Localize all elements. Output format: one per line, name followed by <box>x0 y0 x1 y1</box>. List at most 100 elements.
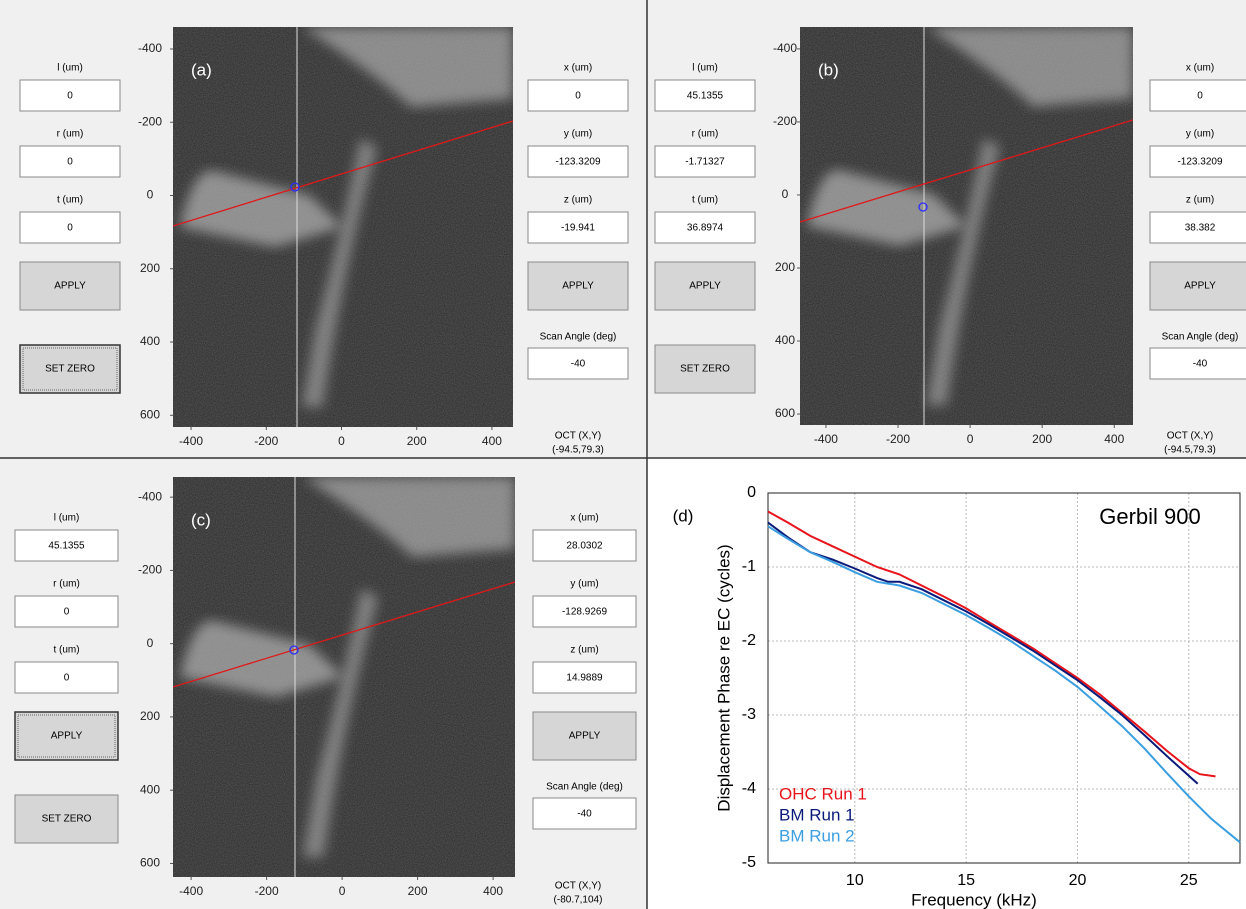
panel-label: (b) <box>818 60 839 79</box>
panel-label: (a) <box>191 60 212 79</box>
oct-value: (-94.5,79.3) <box>552 445 604 456</box>
apply-button[interactable] <box>532 711 637 761</box>
y-tick-label: 400 <box>140 782 160 796</box>
x-tick-label: -200 <box>255 884 279 898</box>
grain <box>800 27 1133 425</box>
legend-entry: BM Run 2 <box>779 826 855 845</box>
oct-value: (-80.7,104) <box>554 895 603 906</box>
text-field[interactable] <box>14 595 119 628</box>
x-tick-label: 200 <box>1032 432 1052 446</box>
text-field[interactable] <box>532 595 637 628</box>
apply-button[interactable] <box>527 261 629 311</box>
field-label: l (um) <box>54 513 80 524</box>
cursor-point <box>290 182 300 192</box>
apply-button-focus <box>17 714 116 758</box>
field-label: x (um) <box>564 63 592 74</box>
field-label: t (um) <box>57 195 83 206</box>
oct-label: OCT (X,Y) <box>555 881 601 892</box>
x-tick-label: 400 <box>483 884 503 898</box>
set-zero-button[interactable] <box>14 794 119 844</box>
text-field[interactable] <box>527 145 629 178</box>
y-tick-label: -1 <box>742 558 756 575</box>
series-line <box>767 525 1241 844</box>
y-tick-label: -400 <box>138 41 162 55</box>
x-tick-label: 15 <box>957 872 975 889</box>
field-value: -40 <box>571 359 586 370</box>
apply-button[interactable] <box>19 261 121 311</box>
plot-area <box>768 493 1240 863</box>
text-field[interactable] <box>1149 347 1246 380</box>
x-tick-label: 400 <box>1104 432 1124 446</box>
oct-label: OCT (X,Y) <box>1167 431 1213 442</box>
field-value: -40 <box>577 809 592 820</box>
field-label: Scan Angle (deg) <box>1162 332 1239 343</box>
x-tick-label: 200 <box>407 434 427 448</box>
y-tick-label: 400 <box>140 334 160 348</box>
apply-button[interactable] <box>654 261 756 311</box>
text-field[interactable] <box>527 347 629 380</box>
field-label: Scan Angle (deg) <box>546 782 623 793</box>
field-label: r (um) <box>692 129 719 140</box>
y-tick-label: 0 <box>147 188 154 202</box>
text-field[interactable] <box>532 661 637 694</box>
text-field[interactable] <box>654 211 756 244</box>
set-zero-button[interactable] <box>19 344 121 394</box>
y-tick-label: 0 <box>782 187 789 201</box>
field-value: 45.1355 <box>48 541 85 552</box>
text-field[interactable] <box>654 79 756 112</box>
field-label: y (um) <box>570 579 598 590</box>
text-field[interactable] <box>654 145 756 178</box>
text-field[interactable] <box>532 797 637 830</box>
apply-button-label: APPLY <box>51 731 83 742</box>
text-field[interactable] <box>19 79 121 112</box>
y-tick-label: -2 <box>742 632 756 649</box>
y-tick-label: 200 <box>140 709 160 723</box>
field-label: y (um) <box>1186 129 1214 140</box>
text-field[interactable] <box>527 79 629 112</box>
y-tick-label: 0 <box>147 636 154 650</box>
y-axis-label: Displacement Phase re EC (cycles) <box>714 544 733 811</box>
panel-label: (c) <box>191 510 211 529</box>
text-field[interactable] <box>1149 79 1246 112</box>
field-value: 28.0302 <box>566 541 603 552</box>
chart: 10 15 20 25 0 -1 -2 -3 -4 -5 OHC Run 1 BM Run 1 BM R… <box>673 484 1241 909</box>
y-tick-label: -200 <box>138 114 162 128</box>
oct-image <box>173 477 515 877</box>
text-field[interactable] <box>19 211 121 244</box>
text-field[interactable] <box>14 661 119 694</box>
oct-value: (-94.5,79.3) <box>1164 445 1216 456</box>
field-value: 0 <box>64 607 70 618</box>
x-tick-label: -400 <box>814 432 838 446</box>
field-label: z (um) <box>570 645 598 656</box>
text-field[interactable] <box>1149 211 1246 244</box>
set-zero-button-focus <box>22 347 118 391</box>
field-value: -19.941 <box>561 223 595 234</box>
x-tick-label: 10 <box>846 872 864 889</box>
text-field[interactable] <box>527 211 629 244</box>
grain <box>173 477 515 877</box>
field-value: 38.382 <box>1185 223 1216 234</box>
field-label: r (um) <box>53 579 80 590</box>
x-tick-label: 0 <box>339 884 346 898</box>
text-field[interactable] <box>532 529 637 562</box>
text-field[interactable] <box>14 529 119 562</box>
apply-button[interactable] <box>14 711 119 761</box>
y-tick-label: 400 <box>775 333 795 347</box>
field-label: r (um) <box>57 129 84 140</box>
apply-button[interactable] <box>1149 261 1246 311</box>
field-label: t (um) <box>692 195 718 206</box>
set-zero-button[interactable] <box>654 344 756 394</box>
field-value: 0 <box>575 91 581 102</box>
x-tick-label: 25 <box>1180 872 1198 889</box>
text-field[interactable] <box>19 145 121 178</box>
x-tick-label: 20 <box>1069 872 1087 889</box>
scan-line <box>173 120 513 227</box>
y-tick-label: 600 <box>140 856 160 870</box>
y-tick-label: -200 <box>138 563 162 577</box>
field-value: 0 <box>67 223 73 234</box>
y-tick-label: 600 <box>775 406 795 420</box>
oct-label: OCT (X,Y) <box>555 431 601 442</box>
text-field[interactable] <box>1149 145 1246 178</box>
field-label: l (um) <box>692 63 718 74</box>
